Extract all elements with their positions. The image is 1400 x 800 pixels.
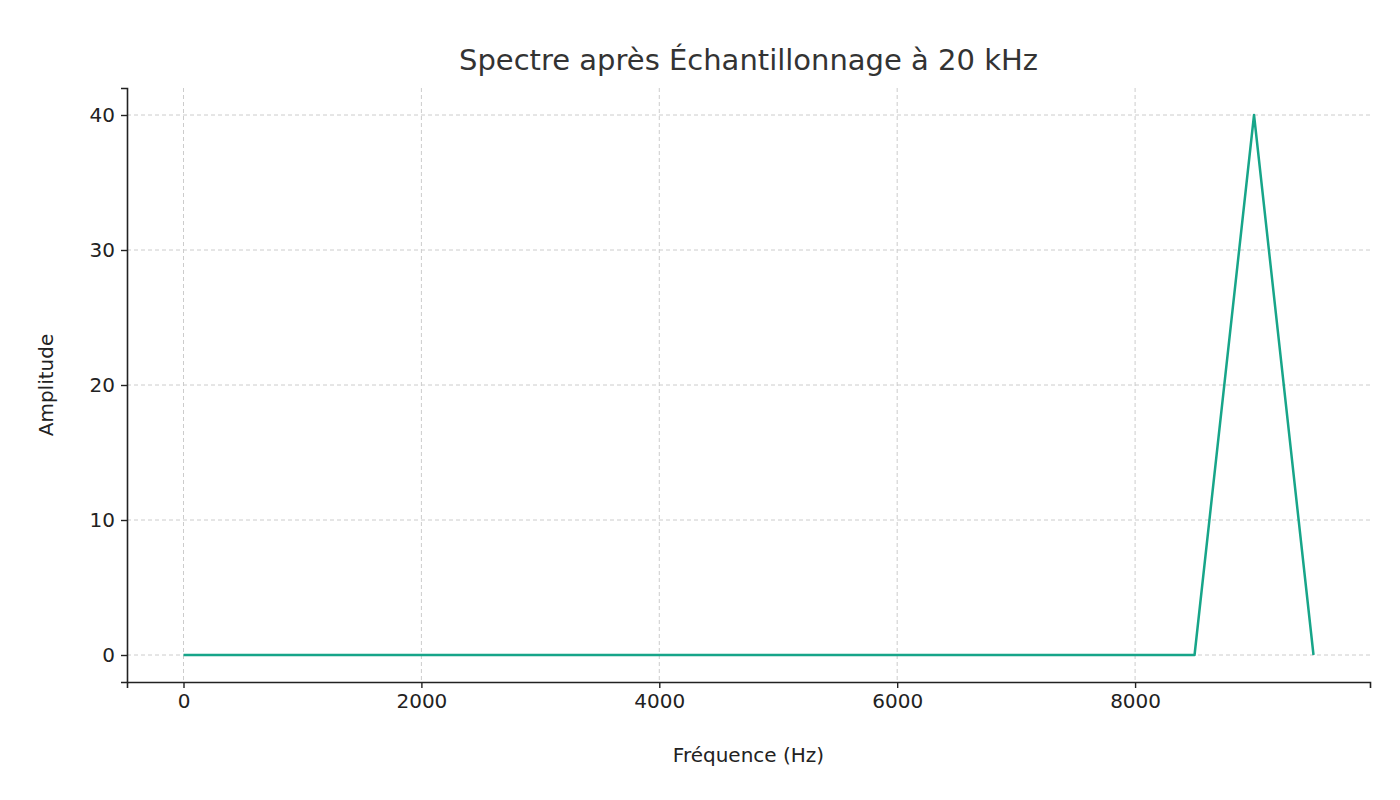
grid-line: [127, 115, 1370, 116]
grid-line: [127, 250, 1370, 251]
tick-label: 40: [90, 103, 115, 127]
marks: [184, 115, 1314, 655]
tick-mark: [183, 682, 184, 688]
tick-label: 8000: [1110, 689, 1161, 713]
tick: 0: [178, 682, 191, 713]
y-axis-title: Amplitude: [34, 334, 58, 437]
series-line: [184, 115, 1314, 655]
y-axis: 0 10 20 30 40: [90, 89, 128, 683]
x-axis-title: Fréquence (Hz): [673, 743, 824, 767]
tick-label: 6000: [872, 689, 923, 713]
tick-mark: [121, 115, 127, 116]
tick: 8000: [1110, 682, 1161, 713]
tick: 30: [90, 238, 127, 262]
tick-label: 10: [90, 508, 115, 532]
tick: 20: [90, 373, 127, 397]
axis-line: [121, 89, 128, 683]
tick-label: 20: [90, 373, 115, 397]
tick-label: 4000: [634, 689, 685, 713]
chart: 0 2000 4000 6000 8000 0 10 20 30 40 Spectre après …: [0, 0, 1400, 800]
title: Spectre après Échantillonnage à 20 kHz: [459, 43, 1038, 77]
tick: 0: [102, 643, 127, 667]
axis-line: [128, 683, 1371, 689]
tick-mark: [659, 682, 660, 688]
grid: [127, 88, 1370, 682]
tick-mark: [897, 682, 898, 688]
tick-mark: [121, 250, 127, 251]
tick: 6000: [872, 682, 923, 713]
x-axis: 0 2000 4000 6000 8000: [128, 682, 1371, 713]
tick-label: 2000: [396, 689, 447, 713]
tick-mark: [121, 520, 127, 521]
tick-mark: [121, 655, 127, 656]
tick-mark: [421, 682, 422, 688]
tick-label: 0: [178, 689, 191, 713]
grid-line: [127, 385, 1370, 386]
plot: 0 2000 4000 6000 8000 0 10 20 30 40: [90, 88, 1371, 713]
tick: 40: [90, 103, 127, 127]
tick: 4000: [634, 682, 685, 713]
tick-label: 0: [102, 643, 115, 667]
tick: 2000: [396, 682, 447, 713]
tick: 10: [90, 508, 127, 532]
tick-mark: [1135, 682, 1136, 688]
grid-line: [127, 520, 1370, 521]
tick-label: 30: [90, 238, 115, 262]
tick-mark: [121, 385, 127, 386]
